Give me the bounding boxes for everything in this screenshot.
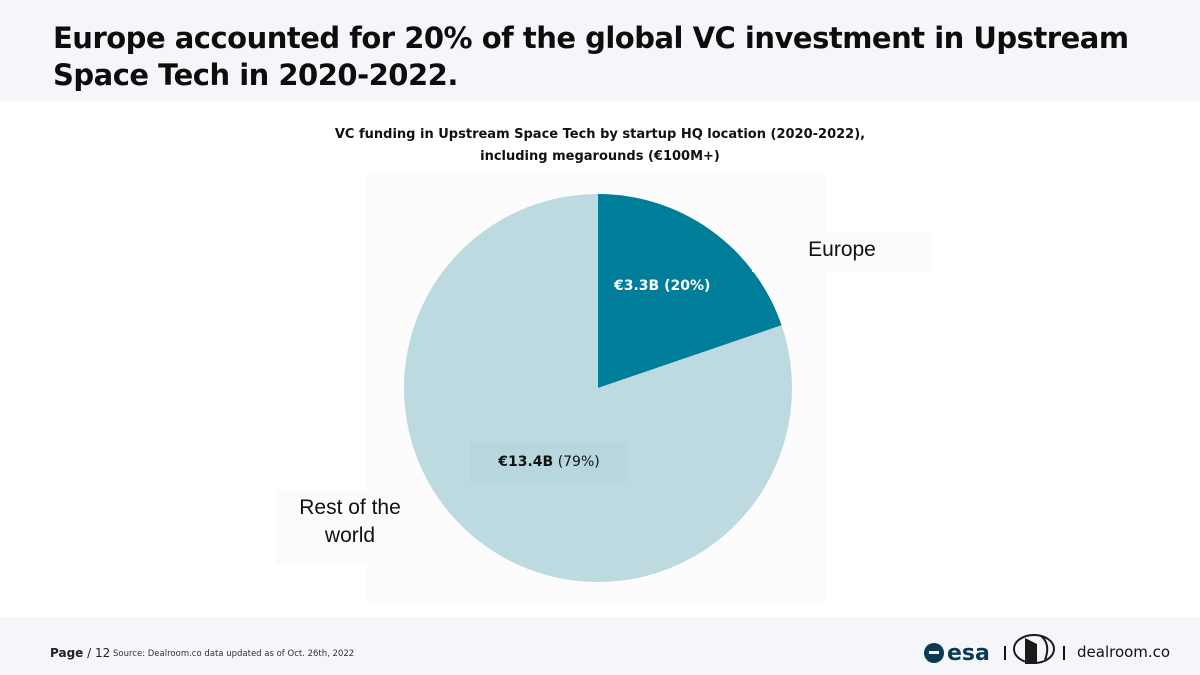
page-headline: Europe accounted for 20% of the global V…	[53, 21, 1129, 92]
data-label-rest-value: €13.4B	[498, 454, 554, 470]
slice-name-rest-line-1: Rest of the	[299, 496, 401, 519]
data-label-rest-of-world: €13.4B (79%)	[470, 442, 628, 482]
page-label: Page	[50, 646, 84, 660]
slice-name-rest-line-2: world	[324, 524, 376, 547]
esa-logo: esa	[924, 640, 990, 666]
pie-slice-europe	[598, 194, 782, 388]
data-label-europe: €3.3B (20%)	[614, 278, 710, 294]
esa-logo-text: esa	[947, 640, 990, 666]
data-label-europe-percent: (20%)	[664, 278, 711, 294]
slice-name-europe: Europe	[752, 232, 932, 272]
esa-logo-icon	[924, 643, 944, 663]
dealroom-logo: dealroom.co	[1077, 643, 1171, 661]
data-label-rest-percent: (79%)	[557, 454, 600, 470]
logo-separator	[1004, 646, 1006, 660]
source-note: Source: Dealroom.co data updated as of O…	[113, 649, 355, 659]
award-emblem-icon	[1013, 634, 1055, 664]
footer-band	[0, 617, 1200, 675]
slice-name-rest-of-world: Rest of the world	[276, 490, 424, 564]
page-number: Page / 12	[50, 646, 110, 660]
pie-slice-rest-of-world	[404, 194, 792, 582]
chart-title: VC funding in Upstream Space Tech by sta…	[300, 124, 900, 168]
chart-title-line-1: VC funding in Upstream Space Tech by sta…	[334, 127, 866, 142]
logo-separator-2	[1063, 646, 1065, 660]
page-count: / 12	[87, 646, 111, 660]
header-band	[0, 0, 1200, 101]
chart-subtitle: including megarounds (€100M+)	[480, 149, 720, 164]
data-label-europe-value: €3.3B	[614, 278, 660, 294]
